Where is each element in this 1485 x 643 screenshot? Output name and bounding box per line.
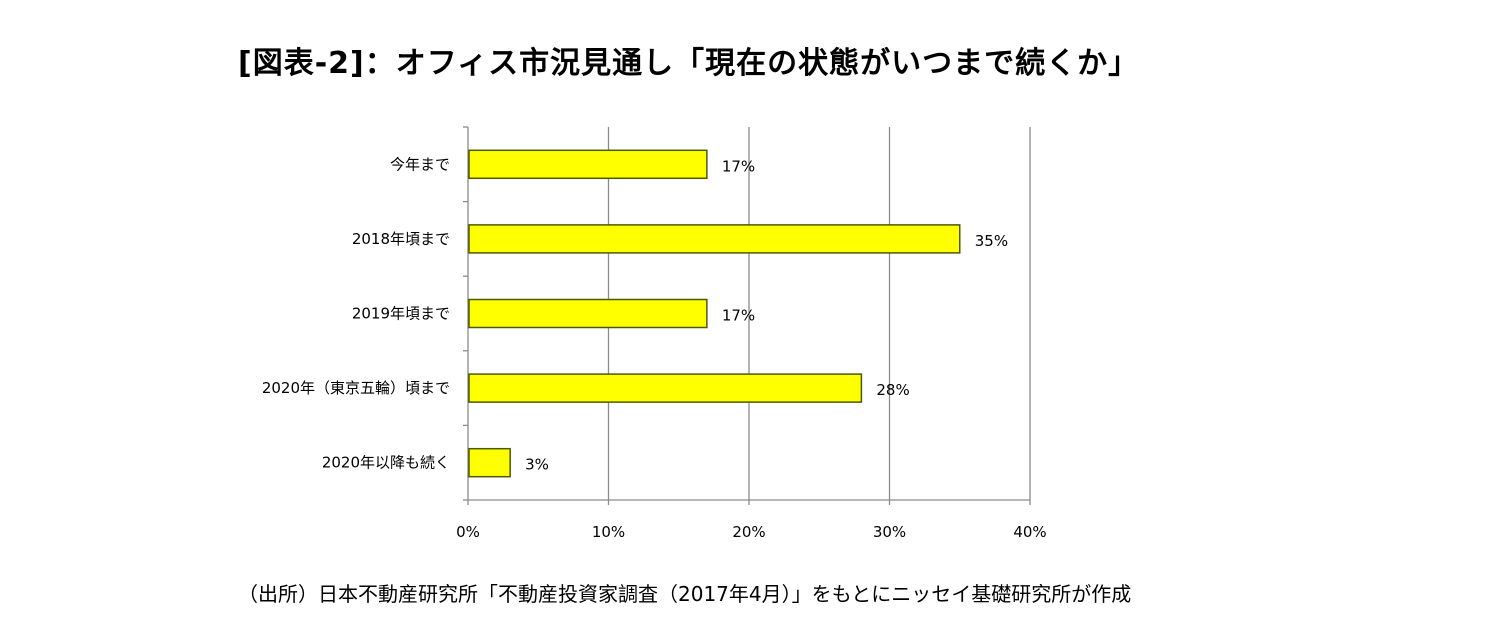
data-label: 17% xyxy=(722,157,755,175)
bar xyxy=(468,224,961,254)
labels: 今年まで 17% 2018年頃まで 35% 2019年頃まで 17% 2020年（東京五輪）… xyxy=(262,155,1047,541)
bars xyxy=(468,149,961,478)
axes xyxy=(463,126,1031,505)
data-label: 17% xyxy=(722,307,755,325)
bar xyxy=(468,373,863,403)
category-label: 2020年以降も続く xyxy=(322,454,450,472)
gridlines xyxy=(607,127,1031,500)
category-label: 2020年（東京五輪）頃まで xyxy=(262,379,450,397)
category-label: 今年まで xyxy=(390,155,450,173)
bar xyxy=(468,149,708,180)
data-label: 35% xyxy=(975,232,1008,250)
data-label: 3% xyxy=(525,456,549,474)
category-label: 2018年頃まで xyxy=(352,230,450,248)
chart-title: [図表-2]：オフィス市況見通し「現在の状態がいつまで続くか」 xyxy=(238,46,1140,81)
x-tick-label: 0% xyxy=(456,523,480,541)
x-tick-label: 20% xyxy=(732,523,765,541)
data-label: 28% xyxy=(876,381,909,399)
x-tick-label: 10% xyxy=(592,523,625,541)
bar xyxy=(468,298,708,329)
x-tick-label: 40% xyxy=(1013,523,1046,541)
source-note: （出所）日本不動産研究所「不動産投資家調査（2017年4月）」をもとにニッセイ基… xyxy=(238,582,1132,606)
category-label: 2019年頃まで xyxy=(352,305,450,323)
bar xyxy=(468,447,511,478)
x-tick-label: 30% xyxy=(873,523,906,541)
